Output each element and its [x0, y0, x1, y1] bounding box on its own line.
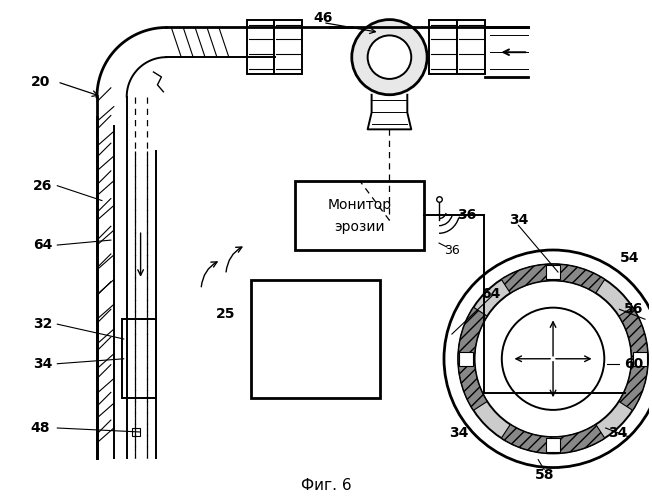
- Wedge shape: [501, 264, 604, 293]
- Wedge shape: [501, 424, 604, 454]
- Bar: [546, 266, 560, 279]
- Text: 34: 34: [449, 426, 469, 440]
- Text: 56: 56: [624, 302, 643, 316]
- Text: 36: 36: [457, 208, 477, 222]
- Text: 36: 36: [444, 244, 460, 256]
- Text: 34: 34: [33, 356, 52, 370]
- Text: 46: 46: [314, 10, 333, 24]
- Circle shape: [475, 280, 632, 437]
- Bar: [295, 181, 424, 250]
- Text: 64: 64: [481, 288, 500, 302]
- Text: 25: 25: [216, 308, 235, 322]
- Circle shape: [444, 250, 652, 468]
- Circle shape: [352, 20, 427, 94]
- Circle shape: [458, 264, 648, 454]
- Text: 34: 34: [608, 426, 627, 440]
- Bar: [274, 20, 303, 74]
- Bar: [429, 20, 457, 74]
- Text: эрозии: эрозии: [334, 220, 385, 234]
- Text: 34: 34: [509, 214, 528, 228]
- Text: 64: 64: [33, 238, 52, 252]
- Text: Фиг. 6: Фиг. 6: [301, 478, 351, 493]
- Wedge shape: [458, 307, 487, 410]
- Text: 26: 26: [33, 178, 52, 192]
- Text: 32: 32: [33, 317, 52, 331]
- Bar: [250, 280, 379, 398]
- Text: 60: 60: [624, 356, 643, 370]
- Text: 48: 48: [31, 421, 50, 435]
- Text: Монитор: Монитор: [328, 198, 392, 212]
- Wedge shape: [619, 307, 648, 410]
- Circle shape: [368, 36, 411, 79]
- Text: 54: 54: [619, 251, 639, 265]
- Bar: [457, 20, 484, 74]
- Text: 20: 20: [31, 75, 50, 89]
- Circle shape: [502, 308, 604, 410]
- Bar: [132, 428, 140, 436]
- Bar: [246, 20, 274, 74]
- Bar: [546, 438, 560, 452]
- Bar: [122, 319, 156, 398]
- Text: 58: 58: [535, 468, 554, 482]
- Bar: [633, 352, 647, 366]
- Bar: [460, 352, 473, 366]
